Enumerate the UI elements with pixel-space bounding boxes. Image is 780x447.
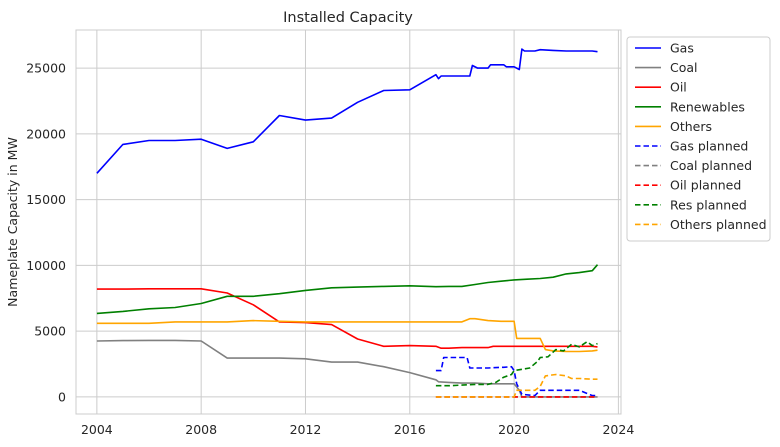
legend-label: Oil planned [670,178,741,193]
y-axis-label: Nameplate Capacity in MW [5,137,20,307]
legend: Gas Coal Oil Renewables Others Gas planned Coa… [626,36,771,242]
legend-box [626,36,771,242]
chart-title: Installed Capacity [283,10,413,26]
x-tick-label: 2008 [185,422,217,437]
legend-label: Gas [670,41,694,56]
y-tick-label: 5000 [34,324,66,339]
series-line-oil [96,287,598,350]
y-tick-labels: 0 5000 10000 15000 20000 25000 [26,61,66,405]
series-line-others [96,317,598,353]
x-tick-label: 2004 [81,422,113,437]
x-tick-label: 2020 [498,422,530,437]
series-line-gas [96,48,598,174]
plot-frame [75,29,622,415]
y-tick-label: 20000 [26,126,66,141]
legend-label: Renewables [670,99,745,114]
x-tick-label: 2012 [290,422,322,437]
legend-label: Coal planned [670,158,752,173]
legend-label: Others [670,119,712,134]
y-tick-label: 0 [58,389,66,404]
x-tick-label: 2024 [602,422,634,437]
series-line-renewables [96,264,599,315]
legend-label: Coal [670,60,698,75]
x-tick-labels: 2004 2008 2012 2016 2020 2024 [81,422,634,437]
legend-label: Oil [670,80,687,95]
series-line-gas-planned [435,356,598,397]
y-tick-label: 15000 [26,192,66,207]
legend-label: Gas planned [670,139,748,154]
x-tick-label: 2016 [394,422,426,437]
series-line-coal [96,339,598,398]
series-lines [96,48,599,398]
legend-label: Res planned [670,197,747,212]
series-line-others-planned [435,373,598,398]
legend-label: Others planned [670,217,767,232]
grid-lines [76,30,621,414]
y-tick-label: 25000 [26,61,66,76]
y-tick-label: 10000 [26,258,66,273]
series-line-res-planned [435,340,598,387]
